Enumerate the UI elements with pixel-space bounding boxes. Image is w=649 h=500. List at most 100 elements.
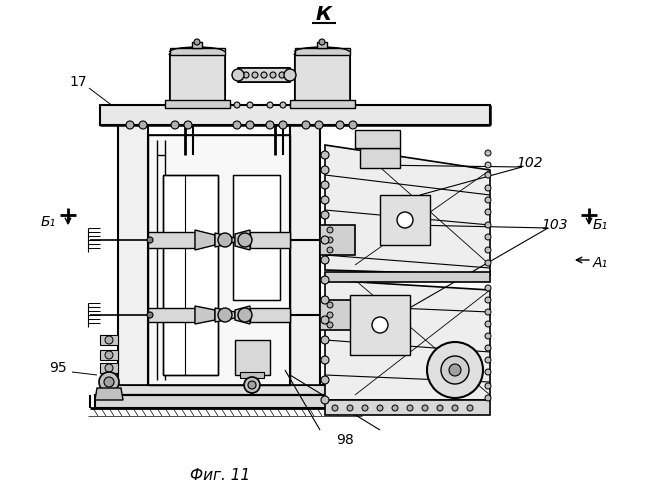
Circle shape [452,405,458,411]
Text: Б₁: Б₁ [593,218,607,232]
Circle shape [485,383,491,389]
Circle shape [280,102,286,108]
Circle shape [427,342,483,398]
Polygon shape [100,105,490,125]
Polygon shape [215,233,235,247]
Circle shape [184,121,192,129]
Circle shape [321,256,329,264]
Circle shape [377,405,383,411]
Circle shape [284,69,296,81]
Circle shape [327,312,333,318]
Polygon shape [235,306,250,324]
Circle shape [104,377,114,387]
Text: А₁: А₁ [593,256,607,270]
Circle shape [147,312,153,318]
Circle shape [99,372,119,392]
Circle shape [449,364,461,376]
Polygon shape [250,308,290,322]
Circle shape [485,234,491,240]
Circle shape [261,72,267,78]
Circle shape [105,351,113,359]
Circle shape [485,309,491,315]
Polygon shape [195,306,215,324]
Polygon shape [170,48,225,55]
Circle shape [321,376,329,384]
Circle shape [247,102,253,108]
Polygon shape [325,272,490,282]
Circle shape [139,121,147,129]
Polygon shape [235,230,250,250]
Circle shape [336,121,344,129]
Polygon shape [295,48,350,55]
Circle shape [485,260,491,266]
Circle shape [238,308,252,322]
Circle shape [267,102,273,108]
Circle shape [347,405,353,411]
Circle shape [244,377,260,393]
Circle shape [485,297,491,303]
Polygon shape [165,100,230,108]
Polygon shape [290,125,320,385]
Polygon shape [233,175,280,300]
Circle shape [233,121,241,129]
Circle shape [349,121,357,129]
Text: 103: 103 [542,218,569,232]
Circle shape [321,276,329,284]
Circle shape [485,185,491,191]
Circle shape [467,405,473,411]
Circle shape [194,39,200,45]
Text: 95: 95 [49,361,67,375]
Polygon shape [325,145,490,275]
Circle shape [185,102,191,108]
Circle shape [327,247,333,253]
Polygon shape [320,225,355,255]
Polygon shape [320,300,355,330]
Polygon shape [148,308,195,322]
Polygon shape [250,232,290,248]
Circle shape [485,150,491,156]
Circle shape [485,162,491,168]
Circle shape [437,405,443,411]
Circle shape [321,316,329,324]
Circle shape [105,336,113,344]
Polygon shape [100,363,118,373]
Polygon shape [100,350,118,360]
Circle shape [327,227,333,233]
Circle shape [321,236,329,244]
Text: 98: 98 [336,433,354,447]
Circle shape [485,357,491,363]
Polygon shape [148,232,195,248]
Circle shape [321,356,329,364]
Circle shape [321,211,329,219]
Circle shape [270,72,276,78]
Polygon shape [108,385,340,395]
Circle shape [485,222,491,228]
Text: Б₁: Б₁ [40,215,56,229]
Circle shape [266,121,274,129]
Circle shape [252,72,258,78]
Circle shape [441,356,469,384]
Circle shape [234,102,240,108]
Circle shape [327,237,333,243]
Bar [317,42,327,48]
Circle shape [485,197,491,203]
Polygon shape [295,55,350,105]
Circle shape [246,121,254,129]
Circle shape [319,39,325,45]
Circle shape [485,395,491,401]
Circle shape [362,405,368,411]
Circle shape [126,121,134,129]
Circle shape [171,121,179,129]
Polygon shape [325,400,490,415]
Polygon shape [100,335,118,345]
Circle shape [279,72,285,78]
Polygon shape [95,388,123,400]
Polygon shape [325,280,490,400]
Circle shape [485,285,491,291]
Circle shape [485,369,491,375]
Polygon shape [215,308,235,322]
Circle shape [485,172,491,178]
Polygon shape [118,125,148,385]
Polygon shape [95,395,355,408]
Circle shape [332,405,338,411]
